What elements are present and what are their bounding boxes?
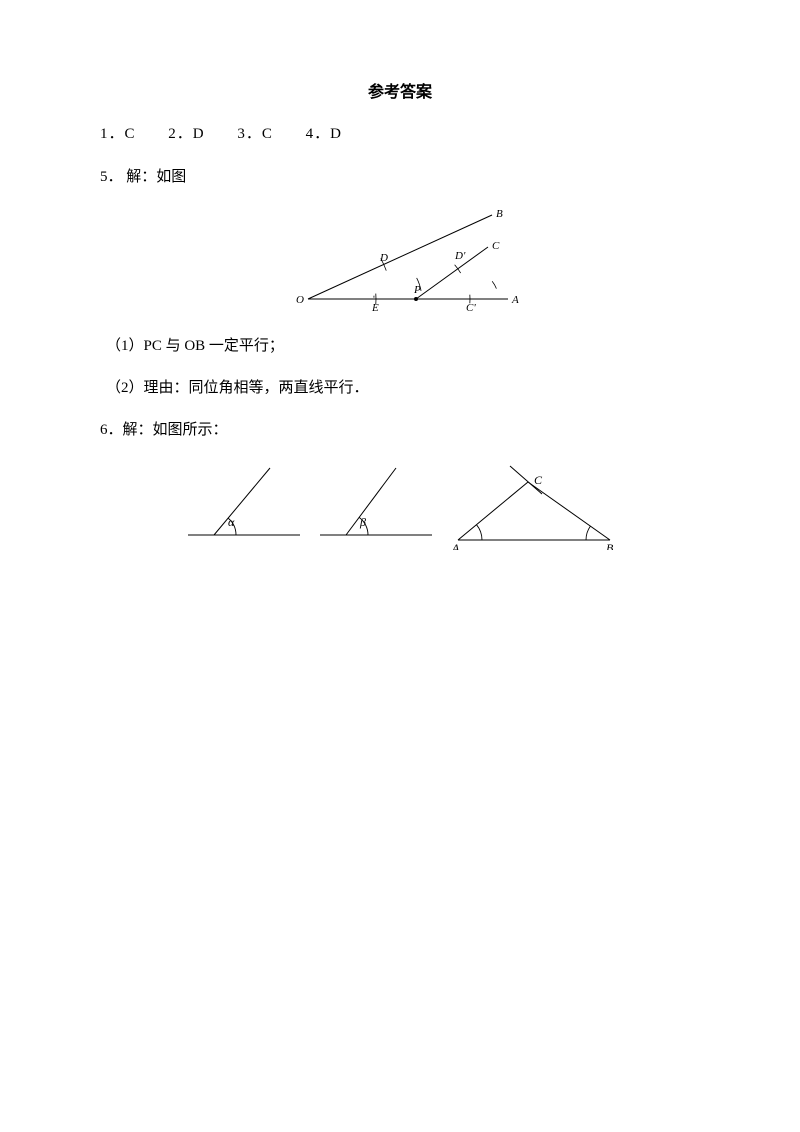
- q6-head: 6．解：如图所示：: [100, 418, 700, 442]
- ans-2: 2．D: [168, 126, 204, 142]
- figure-q5: O A B C P D D' E C': [100, 207, 700, 322]
- figure-q6: α β A B. C: [170, 460, 700, 555]
- answers-1-4: 1．C 2．D 3．C 4．D: [100, 122, 700, 143]
- q5-head: 5． 解：如图: [100, 165, 700, 189]
- q5-line2: （2）理由：同位角相等，两直线平行．: [106, 376, 700, 400]
- svg-text:C': C': [466, 302, 476, 314]
- svg-text:P: P: [413, 284, 421, 296]
- page-title: 参考答案: [100, 78, 700, 102]
- svg-text:A: A: [511, 294, 519, 306]
- ans-3: 3．C: [237, 126, 273, 142]
- svg-text:C: C: [492, 240, 500, 252]
- svg-text:B.: B.: [606, 541, 616, 550]
- q5-line1: （1）PC 与 OB 一定平行；: [106, 334, 700, 358]
- svg-text:A: A: [451, 541, 460, 550]
- svg-text:β: β: [359, 515, 366, 529]
- svg-text:B: B: [496, 208, 503, 220]
- svg-text:C: C: [534, 473, 543, 487]
- svg-text:E: E: [371, 302, 379, 314]
- svg-text:α: α: [228, 515, 235, 529]
- svg-text:D': D': [454, 250, 466, 262]
- svg-text:D: D: [379, 252, 388, 264]
- svg-text:O: O: [296, 294, 304, 306]
- ans-1: 1．C: [100, 126, 136, 142]
- ans-4: 4．D: [306, 126, 342, 142]
